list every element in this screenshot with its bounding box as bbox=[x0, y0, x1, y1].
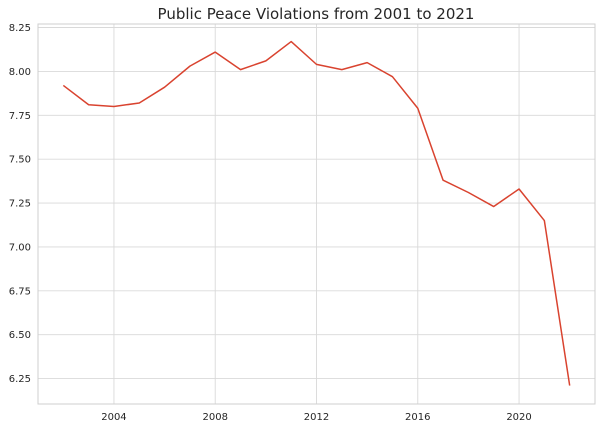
y-axis: 6.25 6.50 6.75 7.00 7.25 7.50 7.75 8.00 8.25 bbox=[9, 23, 31, 385]
y-tick-label: 7.50 bbox=[9, 155, 31, 166]
series-line-0 bbox=[62, 40, 571, 386]
grid bbox=[38, 24, 595, 404]
y-tick-label: 7.25 bbox=[9, 199, 31, 210]
x-tick-label: 2020 bbox=[506, 412, 531, 423]
x-axis: 2004 2008 2012 2016 2020 bbox=[101, 412, 532, 423]
y-tick-label: 6.50 bbox=[9, 330, 31, 341]
y-tick-label: 7.75 bbox=[9, 111, 31, 122]
x-tick-label: 2004 bbox=[101, 412, 126, 423]
series-group bbox=[62, 40, 571, 386]
y-tick-label: 8.00 bbox=[9, 67, 31, 78]
x-tick-label: 2016 bbox=[405, 412, 430, 423]
y-tick-label: 8.25 bbox=[9, 23, 31, 34]
plot-frame bbox=[37, 23, 596, 405]
y-tick-label: 6.25 bbox=[9, 374, 31, 385]
y-tick-label: 6.75 bbox=[9, 286, 31, 297]
x-tick-label: 2012 bbox=[304, 412, 329, 423]
x-tick-label: 2008 bbox=[203, 412, 228, 423]
y-tick-label: 7.00 bbox=[9, 242, 31, 253]
chart-title: Public Peace Violations from 2001 to 202… bbox=[158, 5, 475, 23]
